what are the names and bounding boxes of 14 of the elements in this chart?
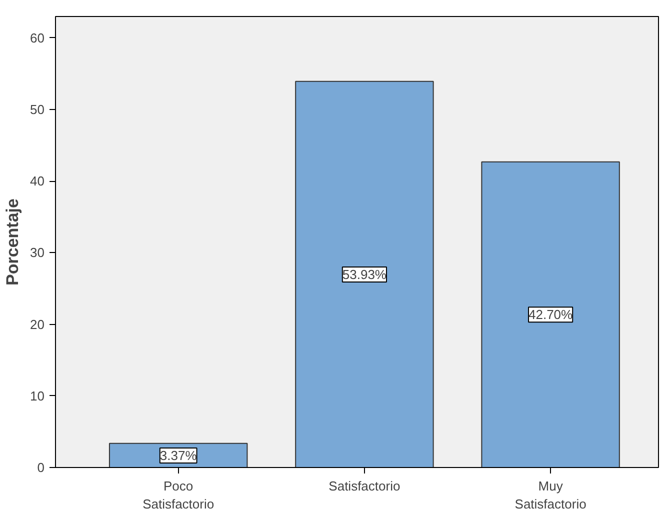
y-tick-label: 30: [30, 245, 45, 260]
y-tick-label: 20: [30, 316, 45, 332]
x-tick-label: Poco Satisfactorio: [142, 478, 214, 512]
y-tick-label: 40: [30, 174, 45, 189]
x-tick-label: Satisfactorio: [328, 478, 400, 494]
bar: [481, 161, 620, 468]
y-axis-title: Porcentaje: [3, 198, 22, 286]
y-tick-label: 50: [30, 102, 45, 118]
x-tick-label: Muy Satisfactorio: [514, 478, 586, 512]
data-label: 53.93%: [342, 266, 387, 282]
bar: [295, 80, 434, 468]
y-tick-label: 10: [30, 388, 45, 404]
y-tick-label: 60: [30, 30, 45, 46]
y-tick-label: 0: [37, 460, 45, 475]
